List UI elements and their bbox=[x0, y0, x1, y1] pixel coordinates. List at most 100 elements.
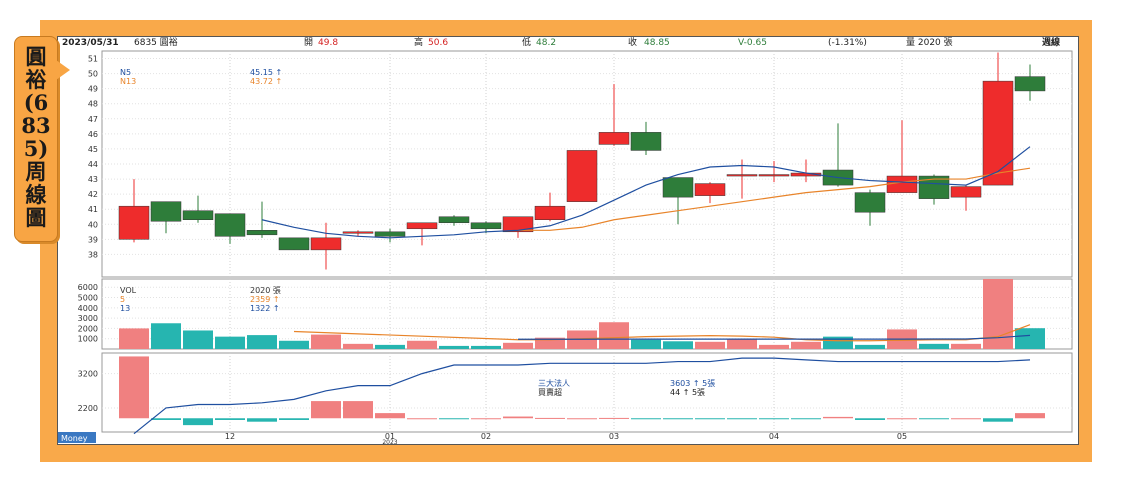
header-close-label: 收 bbox=[628, 37, 637, 48]
candle-ytick-label: 50 bbox=[88, 70, 98, 79]
header-date: 2023/05/31 bbox=[62, 38, 119, 48]
vol-ytick-label: 4000 bbox=[78, 304, 98, 313]
candle-body bbox=[246, 230, 278, 236]
candle-body bbox=[470, 222, 502, 230]
institutional-bar bbox=[311, 401, 341, 419]
title-tag: 圓裕(6835)周線圖 bbox=[14, 36, 58, 242]
header-open-label: 開 bbox=[304, 37, 313, 48]
institutional-bar bbox=[631, 418, 661, 420]
header-low-value: 48.2 bbox=[536, 38, 556, 48]
candle-body bbox=[1014, 76, 1046, 92]
candle-ytick-label: 46 bbox=[88, 130, 98, 139]
legend-ma5-value: 45.15 ↑ bbox=[250, 68, 282, 77]
volume-bar bbox=[919, 343, 949, 349]
candle-body bbox=[310, 237, 342, 251]
candle-body bbox=[758, 174, 790, 177]
volume-bar bbox=[855, 344, 885, 349]
candle-ytick-label: 40 bbox=[88, 220, 98, 229]
institutional-bar bbox=[759, 418, 789, 420]
institutional-bar bbox=[407, 418, 437, 420]
candle-ytick-label: 47 bbox=[88, 115, 98, 124]
vol-ma13-line bbox=[518, 334, 1031, 340]
institutional-bar bbox=[983, 418, 1013, 422]
volume-bar bbox=[631, 339, 661, 349]
ma13-line bbox=[518, 167, 1031, 231]
candle-body bbox=[182, 210, 214, 220]
inst-legend-value: 44 ↑ 5張 bbox=[670, 388, 705, 397]
legend-ma13-name: N13 bbox=[120, 77, 136, 86]
volume-bar bbox=[695, 341, 725, 349]
institutional-bar bbox=[855, 418, 885, 420]
vol-legend-value: 2359 ↑ bbox=[250, 295, 280, 304]
candle-body bbox=[630, 132, 662, 151]
volume-bar bbox=[951, 343, 981, 349]
header-period: 週線 bbox=[1042, 37, 1060, 48]
money-badge-label: Money bbox=[61, 434, 88, 443]
money-badge[interactable]: Money bbox=[58, 432, 96, 443]
inst-ytick-label: 3200 bbox=[78, 370, 98, 379]
institutional-bar bbox=[119, 356, 149, 419]
x-tick-label: 01 bbox=[385, 432, 395, 441]
header-close-value: 48.85 bbox=[644, 38, 670, 48]
institutional-bar bbox=[567, 418, 597, 420]
institutional-bar bbox=[663, 418, 693, 420]
vol-ytick-label: 3000 bbox=[78, 314, 98, 323]
header-high-label: 高 bbox=[414, 37, 423, 48]
x-axis: 12 01 02 03 04 05 2023 bbox=[225, 432, 907, 446]
header-stock: 6835 圓裕 bbox=[134, 37, 178, 48]
institutional-bar bbox=[535, 417, 565, 419]
money-badge-bg bbox=[58, 432, 96, 443]
volume-bar bbox=[215, 336, 245, 349]
volume-bar bbox=[439, 345, 469, 349]
header-low-label: 低 bbox=[522, 37, 531, 48]
candle-body bbox=[726, 174, 758, 177]
tag-arrow bbox=[56, 60, 70, 80]
candle-body bbox=[118, 205, 150, 240]
vol-ytick-label: 6000 bbox=[78, 283, 98, 292]
candlestick-chart: 38 39 40 41 42 43 44 45 46 47 48 49 50 51 N5 45.15 ↑ N13… bbox=[88, 50, 1073, 278]
institutional-bar bbox=[823, 416, 853, 419]
candle-body bbox=[406, 222, 438, 230]
institutional-bar bbox=[279, 418, 309, 420]
inst-legend-name: 買賣超 bbox=[538, 387, 562, 397]
volume-bar bbox=[151, 323, 181, 349]
x-tick-label: 04 bbox=[769, 432, 779, 441]
institutional-bar bbox=[791, 418, 821, 420]
inst-legend-name: 三大法人 bbox=[538, 378, 570, 388]
vol-ytick-label: 1000 bbox=[78, 335, 98, 344]
volume-bar bbox=[183, 330, 213, 349]
vol-ma5-line bbox=[293, 324, 1031, 342]
volume-bar bbox=[471, 345, 501, 349]
candle-ytick-label: 39 bbox=[88, 235, 98, 244]
institutional-bar bbox=[375, 413, 405, 419]
vol-ytick-label: 5000 bbox=[78, 294, 98, 303]
volume-bar bbox=[279, 340, 309, 349]
inst-legend-value: 3603 ↑ 5張 bbox=[670, 379, 715, 388]
volume-bar bbox=[599, 322, 629, 349]
x-tick-label: 02 bbox=[481, 432, 491, 441]
candle-body bbox=[950, 186, 982, 198]
candle-body bbox=[886, 175, 918, 193]
volume-bar bbox=[311, 334, 341, 349]
candle-body bbox=[502, 216, 534, 233]
institutional-bar bbox=[503, 416, 533, 419]
candle-ytick-label: 41 bbox=[88, 205, 98, 214]
volume-bar bbox=[119, 328, 149, 349]
institutional-bar bbox=[247, 418, 277, 422]
vol-legend-value: 1322 ↑ bbox=[250, 304, 280, 313]
institutional-bar bbox=[471, 418, 501, 420]
candle-body bbox=[566, 150, 598, 202]
x-year-label: 2023 bbox=[382, 439, 397, 444]
institutional-bar bbox=[215, 418, 245, 420]
volume-bar bbox=[1015, 328, 1045, 349]
candle-body bbox=[662, 177, 694, 198]
candle-ytick-label: 44 bbox=[88, 160, 98, 169]
volume-bar bbox=[407, 340, 437, 349]
candle-body bbox=[214, 213, 246, 237]
institutional-bar bbox=[919, 418, 949, 420]
candle-ytick-label: 49 bbox=[88, 85, 98, 94]
vol-legend-name: VOL bbox=[120, 286, 137, 295]
candle-body bbox=[854, 192, 886, 213]
